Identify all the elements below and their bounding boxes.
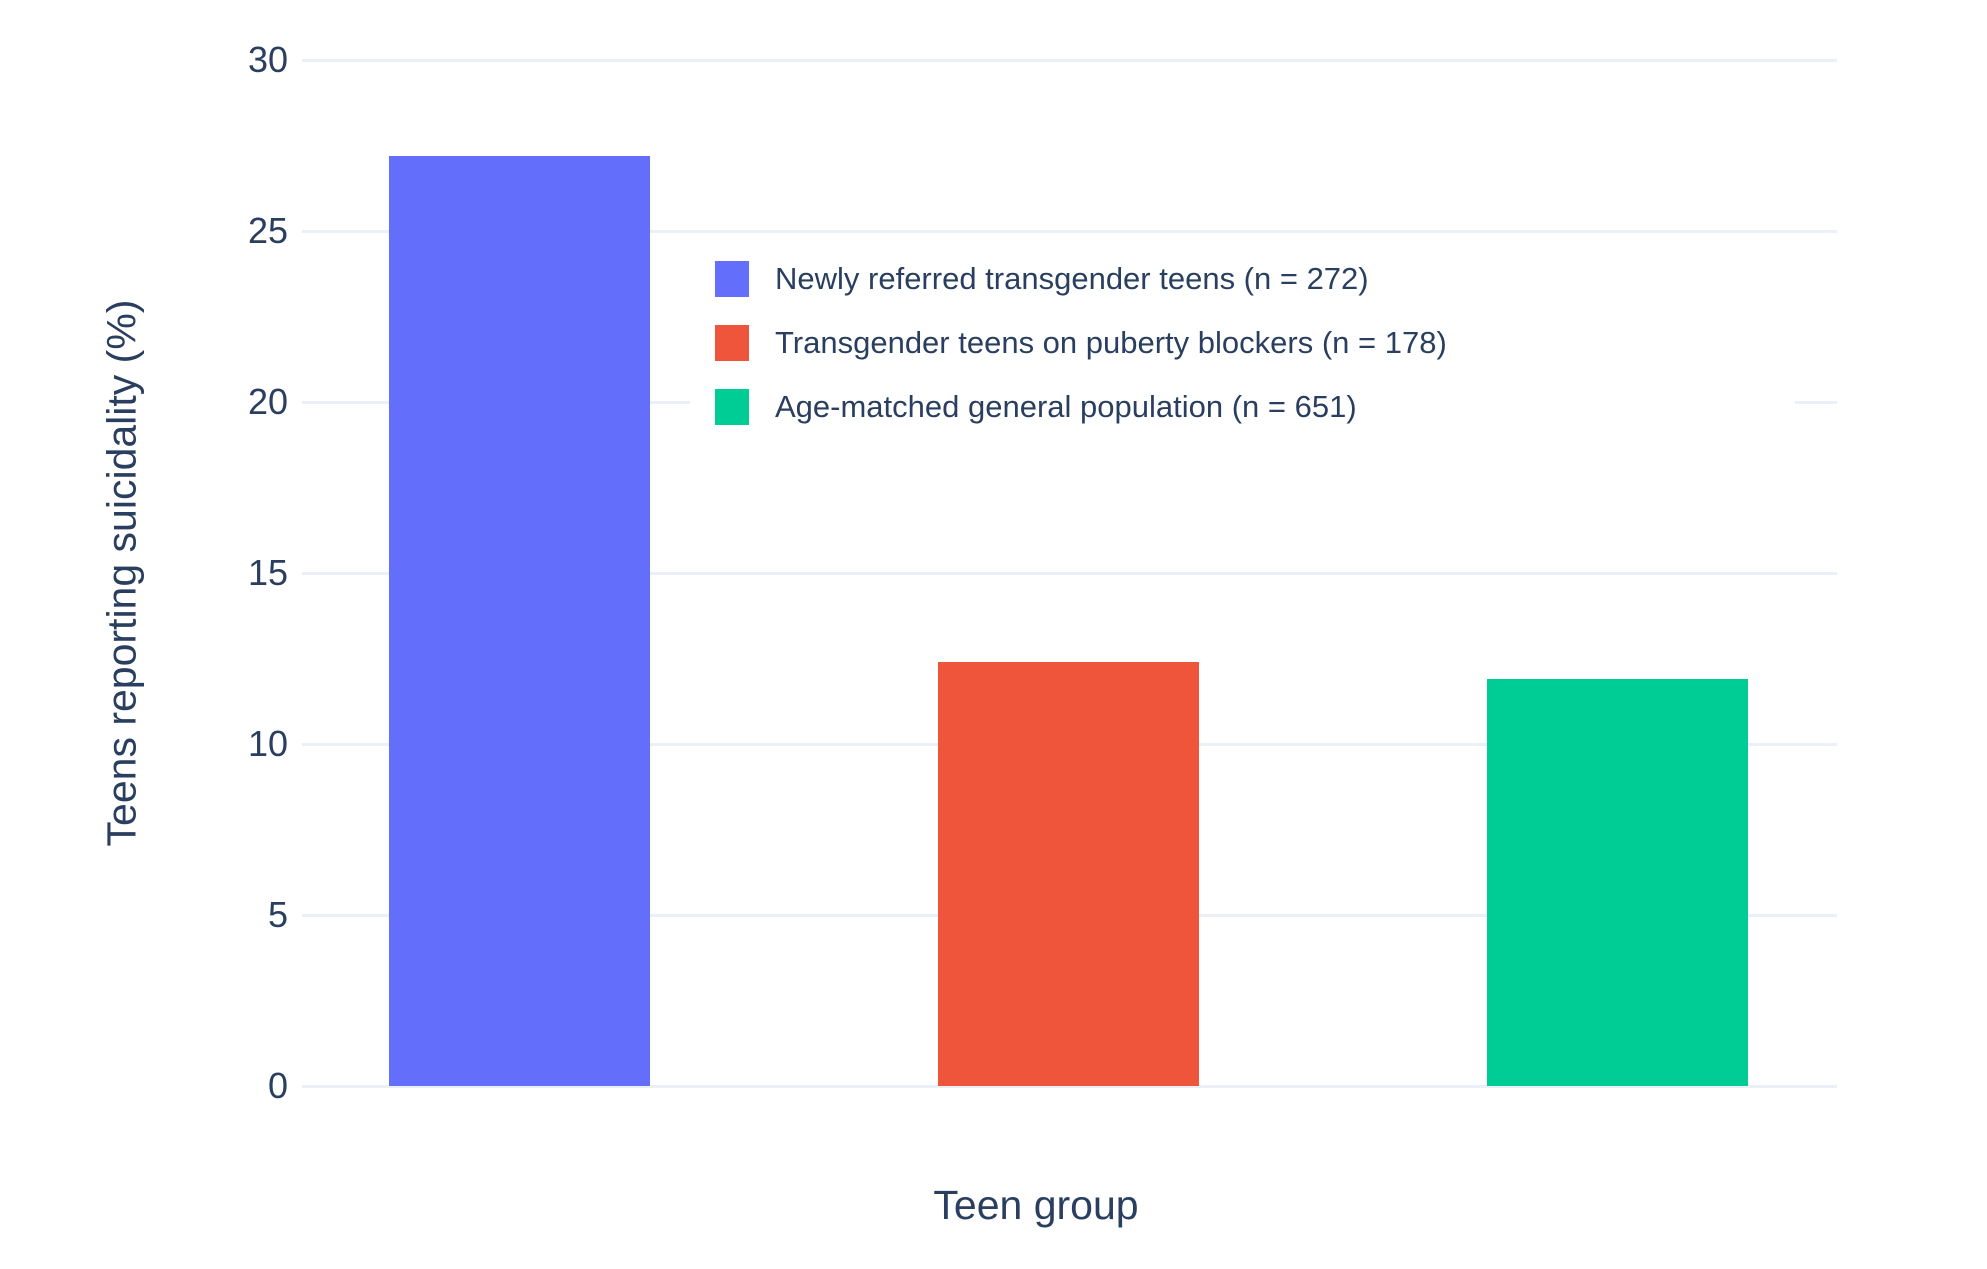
y-tick-label-5: 5 <box>267 894 288 935</box>
y-tick-label-20: 20 <box>247 381 288 422</box>
gridline-y-25 <box>302 229 1837 233</box>
legend-swatch-icon <box>715 261 749 297</box>
legend-label: Newly referred transgender teens (n = 27… <box>775 261 1369 296</box>
plot-area <box>302 58 1837 1088</box>
y-tick-label-15: 15 <box>247 552 288 593</box>
y-axis-title: Teens reporting suicidality (%) <box>98 299 145 847</box>
legend-swatch-icon <box>715 389 749 425</box>
x-axis-title: Teen group <box>933 1182 1139 1228</box>
y-tick-label-0: 0 <box>267 1065 288 1106</box>
legend-label: Transgender teens on puberty blockers (n… <box>775 325 1447 360</box>
legend-label: Age-matched general population (n = 651) <box>775 389 1357 424</box>
bar-3 <box>1487 679 1748 1086</box>
bar-1 <box>389 155 650 1086</box>
legend-item-3[interactable]: Age-matched general population (n = 651) <box>690 375 1795 439</box>
gridline-y-0 <box>302 1084 1837 1088</box>
legend-swatch-icon <box>715 325 749 361</box>
gridline-y-30 <box>302 58 1837 62</box>
bar-2 <box>938 661 1199 1086</box>
legend-item-1[interactable]: Newly referred transgender teens (n = 27… <box>690 247 1795 311</box>
gridline-y-15 <box>302 571 1837 575</box>
legend-item-2[interactable]: Transgender teens on puberty blockers (n… <box>690 311 1795 375</box>
legend: Newly referred transgender teens (n = 27… <box>690 243 1795 445</box>
y-tick-label-30: 30 <box>247 39 288 80</box>
y-tick-label-25: 25 <box>247 210 288 251</box>
y-tick-label-10: 10 <box>247 723 288 764</box>
